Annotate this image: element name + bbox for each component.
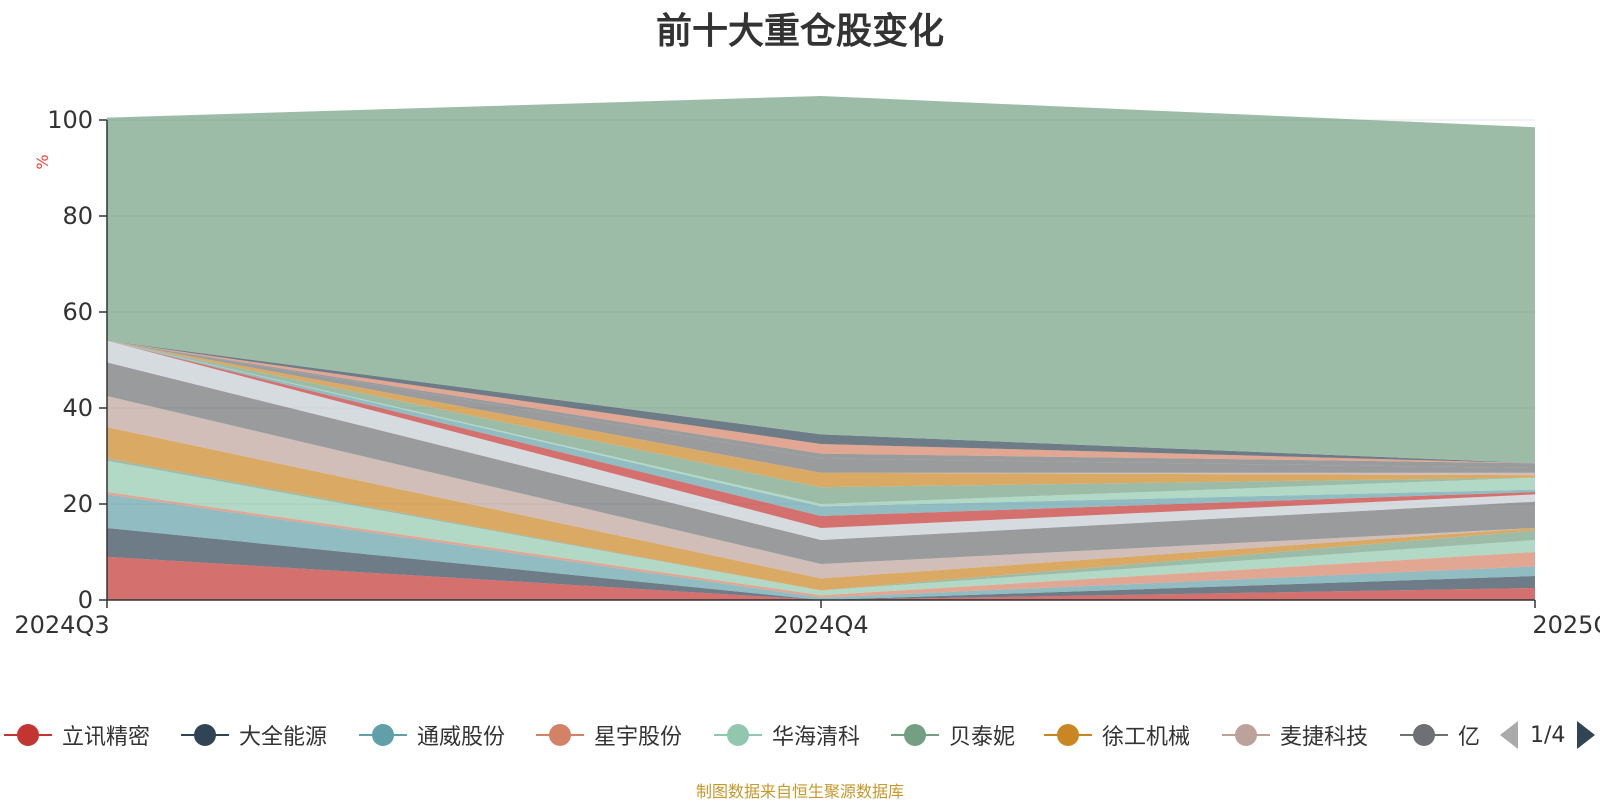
axes: 0 20 40 60 80 100 2024Q3 2024Q4 2025Q1	[14, 106, 1600, 639]
y-tick-label: 40	[62, 394, 93, 422]
legend-marker-icon	[1396, 715, 1452, 755]
legend-item[interactable]: 立讯精密	[0, 715, 150, 755]
area-series-21	[107, 340, 1535, 464]
legend-label: 华海清科	[772, 725, 861, 750]
y-tick-label: 60	[62, 298, 93, 326]
legend-marker-icon	[355, 715, 411, 755]
y-tick-label: 0	[78, 586, 93, 614]
legend-pager: 1/4	[1500, 715, 1596, 755]
legend-item[interactable]: 麦捷科技	[1218, 715, 1368, 755]
area-series-5	[107, 460, 1535, 596]
y-tick-label: 80	[62, 202, 93, 230]
legend-label: 立讯精密	[62, 725, 151, 750]
x-tick-label: 2025Q1	[1532, 611, 1600, 639]
area-series-7	[107, 427, 1535, 591]
y-tick-label: 100	[47, 106, 93, 134]
pager-prev-icon[interactable]	[1500, 721, 1518, 749]
legend-label: 徐工机械	[1102, 725, 1191, 750]
legend-label: 星宇股份	[594, 725, 683, 750]
area-series-2	[107, 528, 1535, 600]
legend-marker-icon	[0, 715, 56, 755]
chart-title: 前十大重仓股变化	[655, 11, 944, 52]
legend-item[interactable]: 大全能源	[177, 715, 327, 755]
y-tick-label: 20	[62, 490, 93, 518]
x-tick-label: 2024Q3	[14, 611, 109, 639]
legend: 立讯精密 大全能源 通威股份 星宇股份 华海清科 贝泰妮 徐工机械 麦捷科技 亿纬锂能	[0, 715, 1480, 755]
legend-label: 大全能源	[239, 725, 328, 750]
legend-item[interactable]: 亿纬锂能	[1396, 715, 1480, 755]
area-series-3	[107, 494, 1535, 600]
legend-label: 亿纬锂能	[1458, 725, 1480, 750]
legend-label: 贝泰妮	[949, 725, 1016, 750]
legend-item[interactable]: 星宇股份	[532, 715, 682, 755]
area-series	[107, 96, 1535, 600]
pager-next-icon[interactable]	[1577, 721, 1596, 749]
legend-marker-icon	[1040, 715, 1096, 755]
legend-label: 通威股份	[417, 725, 506, 750]
area-series-22	[107, 96, 1535, 464]
stacked-area-chart: 0 20 40 60 80 100 2024Q3 2024Q4 2025Q1 %	[14, 96, 1600, 639]
legend-item[interactable]: 通威股份	[355, 715, 505, 755]
legend-marker-icon	[887, 715, 943, 755]
legend-label: 麦捷科技	[1280, 725, 1369, 750]
legend-marker-icon	[532, 715, 588, 755]
area-series-13	[107, 340, 1535, 507]
legend-marker-icon	[1218, 715, 1274, 755]
legend-item[interactable]: 徐工机械	[1040, 715, 1190, 755]
pager-page-indicator: 1/4	[1530, 722, 1566, 748]
source-note: 制图数据来自恒生聚源数据库	[695, 782, 904, 801]
legend-marker-icon	[177, 715, 233, 755]
area-series-1	[107, 556, 1535, 600]
x-tick-label: 2024Q4	[773, 611, 868, 639]
legend-item[interactable]: 华海清科	[710, 715, 860, 755]
y-axis-label: %	[33, 154, 52, 169]
area-series-8	[107, 396, 1535, 579]
legend-marker-icon	[710, 715, 766, 755]
legend-item[interactable]: 贝泰妮	[887, 715, 1015, 755]
